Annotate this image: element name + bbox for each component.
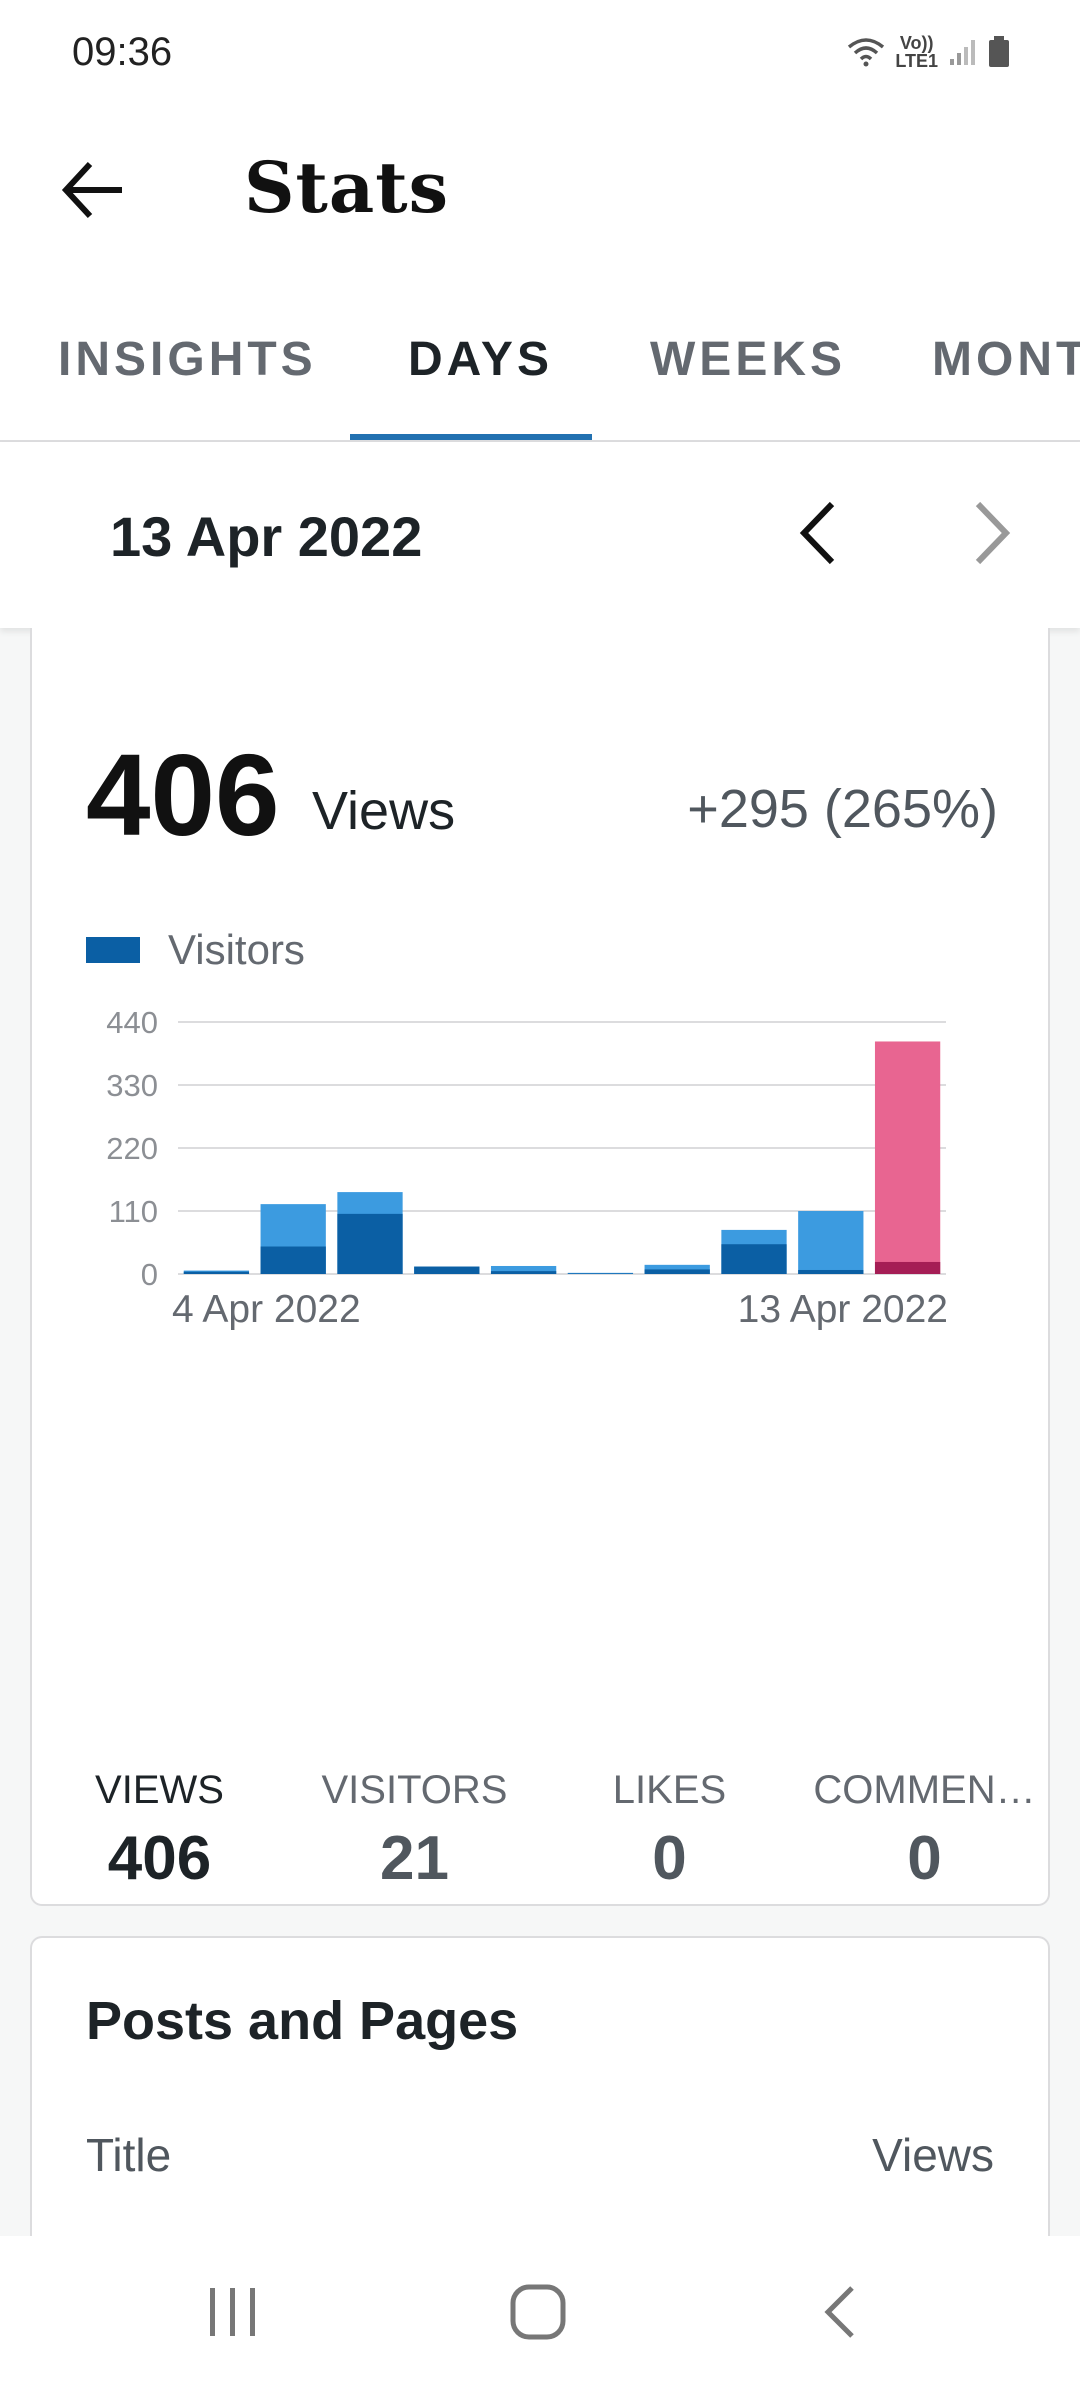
visitors-bar [874, 1261, 941, 1274]
visitors-bar [721, 1244, 787, 1274]
visitors-bar [260, 1246, 326, 1274]
views-bar [798, 1211, 864, 1274]
lte-label: LTE1 [895, 51, 938, 71]
signal-icon [950, 40, 975, 65]
y-tick-label: 110 [109, 1194, 158, 1229]
column-title: Title [86, 2129, 172, 2181]
tab-indicator [350, 434, 592, 440]
chevron-right-icon[interactable] [950, 488, 1030, 578]
tab-months[interactable]: MONT [932, 333, 1080, 386]
overview-card: 406 Views +295 (265%) Visitors 0 110 220 33… [30, 628, 1052, 2005]
views-bar [490, 1265, 557, 1274]
wifi-icon [848, 38, 885, 67]
network-type: Vo)) LTE1 [895, 34, 938, 70]
status-icons: Vo)) LTE1 [847, 34, 1010, 70]
selected-date: 13 Apr 2022 [110, 505, 423, 568]
x-tick-label: 13 Apr 2022 [738, 1288, 948, 1331]
battery-icon [989, 36, 1009, 67]
summary-visitors-value: 21 [380, 1824, 449, 1893]
visitors-bar [414, 1266, 480, 1274]
summary-tabs: VIEWS 406 VISITORS 21 LIKES 0 COMMEN… 0 [32, 1728, 1052, 2005]
summary-views-value: 406 [107, 1824, 212, 1893]
chart-legend: Visitors [86, 926, 305, 974]
change-value: +295 (265%) [687, 779, 998, 839]
arrow-left-icon[interactable] [56, 152, 132, 228]
period-tabs: INSIGHTS DAYS WEEKS MONT [0, 270, 1080, 442]
summary-comments[interactable]: COMMEN… 0 [797, 1728, 1052, 1894]
summary-comments-label: COMMEN… [813, 1768, 1036, 1812]
column-views: Views [872, 2129, 994, 2181]
total-label: Views [312, 781, 456, 841]
summary-comments-value: 0 [907, 1824, 942, 1893]
y-tick-label: 220 [106, 1131, 158, 1166]
visitors-bar [183, 1271, 250, 1274]
visitors-bar [337, 1213, 403, 1274]
summary-visitors-label: VISITORS [321, 1768, 508, 1812]
tab-weeks[interactable]: WEEKS [650, 333, 847, 386]
summary-views[interactable]: VIEWS 406 [32, 1728, 287, 1894]
chevron-left-icon[interactable] [780, 488, 860, 578]
page-title: Stats [244, 146, 449, 229]
tab-insights[interactable]: INSIGHTS [58, 333, 317, 386]
volte-label: Vo)) [899, 33, 934, 53]
posts-card: Posts and Pages Title Views [30, 1936, 1050, 2266]
status-time: 09:36 [72, 30, 173, 74]
summary-views-label: VIEWS [95, 1768, 224, 1812]
tab-days[interactable]: DAYS [408, 333, 553, 386]
summary-likes-value: 0 [652, 1824, 687, 1893]
views-bar [567, 1272, 634, 1274]
back-nav-icon[interactable] [820, 2282, 860, 2342]
views-chart[interactable]: 0 110 220 330 440 4 Apr 2022 13 Apr 2022 [32, 1008, 1052, 1378]
y-tick-label: 440 [106, 1008, 158, 1040]
posts-title: Posts and Pages [86, 1991, 519, 2051]
summary-likes[interactable]: LIKES 0 [542, 1728, 797, 1894]
visitors-bar [798, 1269, 864, 1274]
recent-apps-icon[interactable] [206, 2282, 260, 2342]
visitors-bar [644, 1269, 710, 1274]
visitors-bar [567, 1273, 634, 1274]
system-nav-bar [0, 2236, 1080, 2400]
legend-swatch [86, 937, 140, 963]
views-bar [874, 1041, 941, 1274]
summary-visitors[interactable]: VISITORS 21 [287, 1728, 542, 1894]
x-tick-label: 4 Apr 2022 [172, 1288, 361, 1331]
total-views: 406 [86, 730, 280, 860]
home-icon[interactable] [508, 2282, 568, 2342]
y-tick-label: 330 [106, 1068, 158, 1103]
y-tick-label: 0 [141, 1257, 158, 1292]
summary-likes-label: LIKES [612, 1768, 727, 1812]
visitors-bar [490, 1271, 557, 1274]
status-bar: 09:36 Vo)) LTE1 [0, 0, 1080, 110]
app-bar: Stats [0, 110, 1080, 270]
legend-label: Visitors [168, 926, 305, 973]
date-selector: 13 Apr 2022 [0, 442, 1080, 628]
